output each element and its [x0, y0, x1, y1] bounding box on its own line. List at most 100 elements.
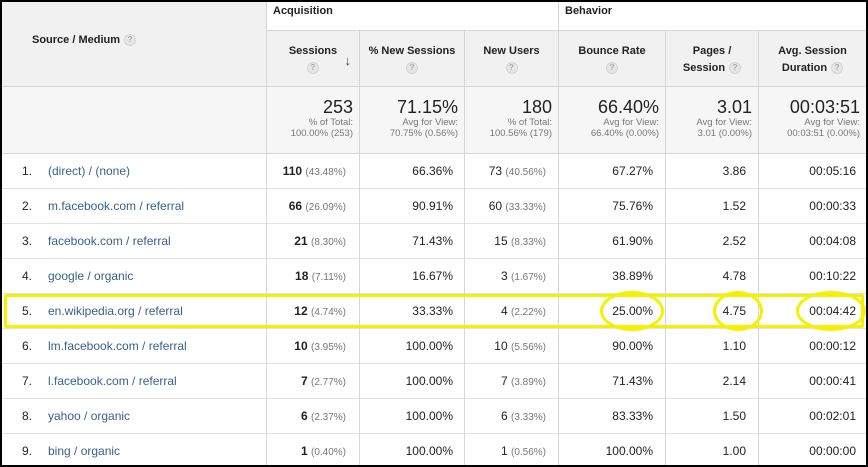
column-new-sessions[interactable]: % New Sessions? [360, 30, 464, 86]
row-index: 6. [22, 339, 33, 353]
new-users-value: 7 [500, 374, 508, 388]
total-sub: 66.40% (0.00%) [590, 128, 659, 139]
sessions-value: 7 [300, 374, 308, 388]
help-icon[interactable]: ? [729, 62, 742, 75]
total-sub: 70.75% (0.56%) [389, 128, 458, 139]
total-value: 253 [322, 97, 353, 117]
avg-duration-cell: 00:02:01 [809, 409, 856, 423]
sort-arrow-icon[interactable]: ↓ [344, 53, 352, 68]
new-users-cell: 7 (3.89%) [501, 374, 546, 388]
new-sessions-cell: 100.00% [405, 409, 453, 423]
source-medium-link[interactable]: bing / organic [48, 444, 121, 458]
new-users-cell: 73 (40.56%) [489, 164, 546, 178]
sessions-value: 6 [300, 409, 308, 423]
new-users-cell: 60 (33.33%) [489, 199, 546, 213]
source-medium-link[interactable]: m.facebook.com / referral [48, 199, 185, 213]
table-row: 3. facebook.com / referral 21 (8.30%) 15 (8… [2, 224, 866, 259]
help-icon[interactable]: ? [124, 34, 137, 47]
total-sub: 100.00% (253) [290, 128, 353, 139]
sessions-percent: (26.09%) [305, 202, 346, 213]
help-icon[interactable]: ? [505, 62, 518, 74]
sessions-cell: 21 (8.30%) [294, 234, 346, 248]
pages-session-cell: 4.78 [722, 269, 746, 283]
help-icon[interactable]: ? [606, 62, 618, 74]
new-users-percent: (3.89%) [510, 377, 546, 388]
column-pages-session[interactable]: Pages / Session? [666, 30, 758, 86]
total-sub: Avg for View: [804, 117, 860, 128]
source-medium-link[interactable]: l.facebook.com / referral [48, 374, 177, 388]
source-medium-link[interactable]: lm.facebook.com / referral [48, 339, 187, 353]
total-sub: 100.56% (179) [489, 128, 552, 139]
new-users-value: 6 [500, 409, 508, 423]
sessions-value: 12 [294, 304, 308, 318]
sessions-value: 110 [282, 164, 303, 178]
source-medium-link[interactable]: yahoo / organic [48, 409, 131, 423]
sessions-percent: (8.30%) [310, 237, 346, 248]
highlight-duration-circle [796, 291, 866, 331]
new-users-percent: (5.56%) [510, 342, 546, 353]
source-medium-label: Source / Medium [32, 34, 121, 46]
new-users-cell: 3 (1.67%) [501, 269, 546, 283]
sessions-percent: (43.48%) [305, 167, 346, 178]
source-medium-link[interactable]: facebook.com / referral [48, 234, 171, 248]
total-sub: Avg for View: [696, 117, 752, 128]
sessions-cell: 110 (43.48%) [283, 164, 346, 178]
row-index: 1. [22, 164, 33, 178]
column-new-users[interactable]: New Users? [465, 30, 558, 86]
total-sub: 3.01 (0.00%) [697, 128, 752, 139]
help-icon[interactable]: ? [406, 62, 418, 74]
column-divider [359, 30, 360, 465]
group-acquisition: Acquisition [267, 2, 558, 30]
total-bounce-rate: 66.40% Avg for View: 66.40% (0.00%) [559, 86, 665, 154]
pages-session-cell: 3.86 [722, 164, 746, 178]
new-sessions-cell: 71.43% [412, 234, 453, 248]
help-icon[interactable]: ? [307, 62, 319, 74]
row-index: 4. [22, 269, 33, 283]
new-sessions-cell: 33.33% [412, 304, 453, 318]
table-row: 4. google / organic 18 (7.11%) 3 (1.67%) 16.… [2, 259, 866, 294]
new-users-label: New Users [483, 45, 540, 57]
table-row: 8. yahoo / organic 6 (2.37%) 6 (3.33%) 100.0… [2, 399, 866, 434]
sessions-cell: 66 (26.09%) [289, 199, 346, 213]
row-index: 9. [22, 444, 33, 458]
help-icon[interactable]: ? [831, 62, 844, 75]
source-medium-link[interactable]: google / organic [48, 269, 134, 283]
source-medium-link[interactable]: (direct) / (none) [48, 164, 131, 178]
new-users-value: 73 [488, 164, 503, 178]
new-users-value: 3 [500, 269, 508, 283]
source-medium-header[interactable]: Source / Medium? [2, 2, 266, 86]
total-new-users: 180 % of Total: 100.56% (179) [465, 86, 558, 154]
new-users-value: 4 [500, 304, 508, 318]
sessions-cell: 10 (3.95%) [294, 339, 346, 353]
total-value: 66.40% [597, 97, 659, 117]
bounce-rate-cell: 75.76% [612, 199, 653, 213]
new-sessions-cell: 66.36% [412, 164, 453, 178]
new-users-cell: 10 (5.56%) [494, 339, 546, 353]
column-avg-duration[interactable]: Avg. Session Duration? [759, 30, 866, 86]
sessions-cell: 7 (2.77%) [301, 374, 346, 388]
sessions-value: 10 [294, 339, 308, 353]
bounce-rate-cell: 100.00% [605, 444, 653, 458]
table-row: 2. m.facebook.com / referral 66 (26.09%) 60… [2, 189, 866, 224]
total-sub: % of Total: [308, 117, 353, 128]
total-sub: Avg for View: [603, 117, 659, 128]
column-bounce-rate[interactable]: Bounce Rate? [559, 30, 665, 86]
new-users-value: 60 [488, 199, 503, 213]
table-row: 1. (direct) / (none) 110 (43.48%) 73 (40.56… [2, 154, 866, 189]
pages-session-cell: 1.10 [722, 339, 746, 353]
new-users-cell: 1 (0.56%) [501, 444, 546, 458]
bounce-rate-cell: 71.43% [612, 374, 653, 388]
total-value: 71.15% [396, 97, 458, 117]
avg-duration-cell: 00:00:41 [809, 374, 856, 388]
new-sessions-cell: 100.00% [405, 374, 453, 388]
sessions-percent: (2.77%) [310, 377, 346, 388]
total-sub: % of Total: [507, 117, 552, 128]
highlight-bounce-circle [600, 291, 664, 331]
total-sub: 00:03:51 (0.00%) [787, 128, 860, 139]
sessions-percent: (3.95%) [310, 342, 346, 353]
avg-duration-cell: 00:04:08 [809, 234, 856, 248]
column-sessions[interactable]: Sessions? ↓ [267, 30, 359, 86]
avg-duration-cell: 00:00:00 [809, 444, 856, 458]
source-medium-link[interactable]: en.wikipedia.org / referral [48, 304, 183, 318]
new-users-percent: (40.56%) [505, 167, 546, 178]
